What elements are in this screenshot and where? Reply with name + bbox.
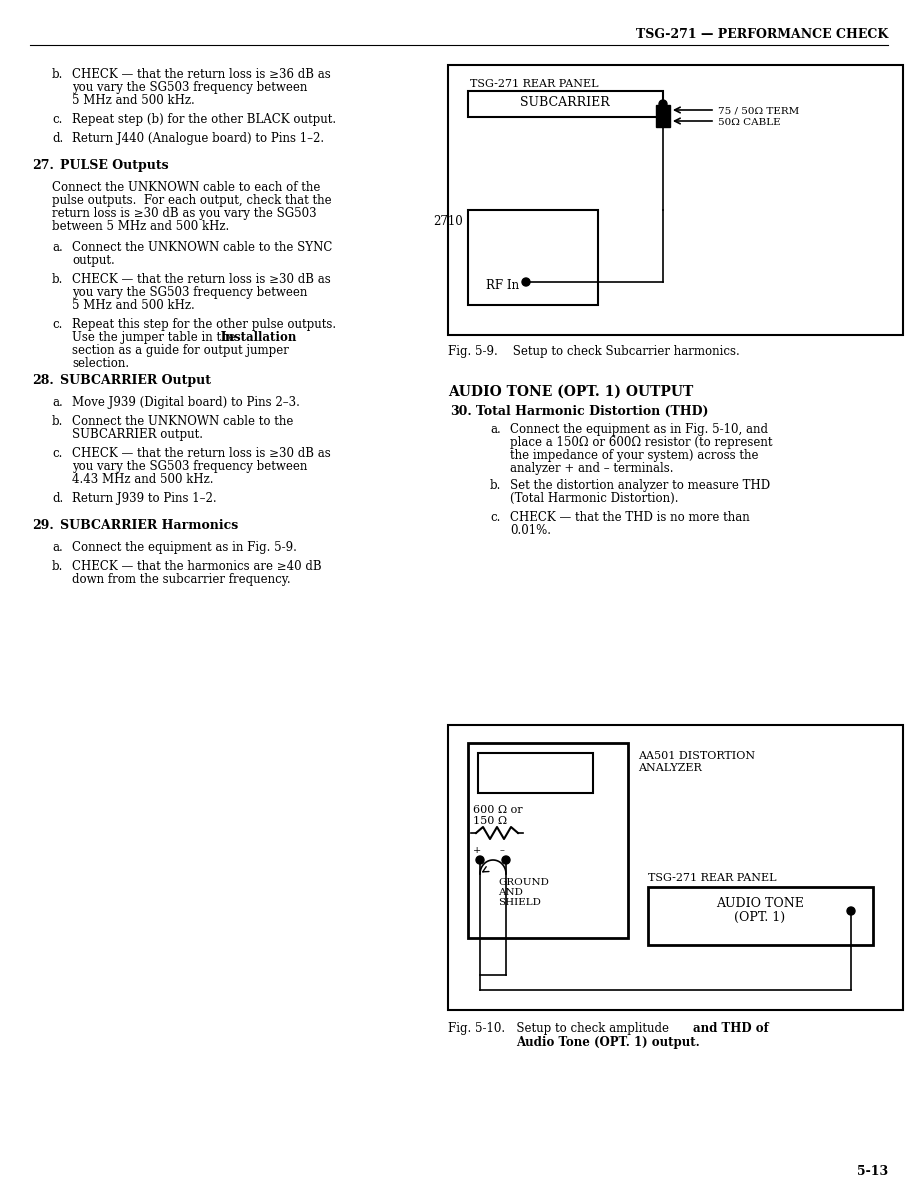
- Circle shape: [847, 906, 855, 915]
- Text: c.: c.: [490, 511, 500, 524]
- Text: AND: AND: [498, 887, 523, 897]
- Text: return loss is ≥30 dB as you vary the SG503: return loss is ≥30 dB as you vary the SG…: [52, 207, 317, 220]
- Text: Connect the equipment as in Fig. 5-10, and: Connect the equipment as in Fig. 5-10, a…: [510, 423, 768, 436]
- Text: the impedance of your system) across the: the impedance of your system) across the: [510, 449, 758, 462]
- Text: Return J939 to Pins 1–2.: Return J939 to Pins 1–2.: [72, 492, 217, 505]
- Circle shape: [502, 857, 510, 864]
- Text: 0.01%.: 0.01%.: [510, 524, 551, 537]
- Text: CHECK — that the return loss is ≥30 dB as: CHECK — that the return loss is ≥30 dB a…: [72, 447, 330, 460]
- Circle shape: [659, 100, 667, 108]
- Text: place a 150Ω or 600Ω resistor (to represent: place a 150Ω or 600Ω resistor (to repres…: [510, 436, 773, 449]
- Text: b.: b.: [490, 479, 501, 492]
- Bar: [468, 91, 663, 116]
- Text: 5 MHz and 500 kHz.: 5 MHz and 500 kHz.: [72, 94, 195, 107]
- Text: Audio Tone (OPT. 1) output.: Audio Tone (OPT. 1) output.: [516, 1036, 700, 1049]
- Text: SUBCARRIER: SUBCARRIER: [521, 96, 610, 109]
- Text: TSG-271 — PERFORMANCE CHECK: TSG-271 — PERFORMANCE CHECK: [636, 29, 888, 42]
- Text: between 5 MHz and 500 kHz.: between 5 MHz and 500 kHz.: [52, 220, 230, 233]
- Text: Return J440 (Analogue board) to Pins 1–2.: Return J440 (Analogue board) to Pins 1–2…: [72, 132, 324, 145]
- Text: PULSE Outputs: PULSE Outputs: [60, 159, 169, 172]
- Bar: [648, 887, 873, 944]
- Text: 30.: 30.: [450, 405, 472, 418]
- Text: CHECK — that the return loss is ≥36 dB as: CHECK — that the return loss is ≥36 dB a…: [72, 68, 330, 81]
- Text: a.: a.: [52, 541, 62, 554]
- Text: (OPT. 1): (OPT. 1): [734, 911, 786, 924]
- Bar: [448, 725, 903, 1010]
- Text: down from the subcarrier frequency.: down from the subcarrier frequency.: [72, 573, 291, 586]
- Text: section as a guide for output jumper: section as a guide for output jumper: [72, 345, 289, 358]
- Text: selection.: selection.: [72, 358, 129, 369]
- Text: Connect the UNKNOWN cable to the SYNC: Connect the UNKNOWN cable to the SYNC: [72, 241, 332, 254]
- Text: b.: b.: [52, 415, 63, 428]
- Text: a.: a.: [52, 241, 62, 254]
- Text: CHECK — that the harmonics are ≥40 dB: CHECK — that the harmonics are ≥40 dB: [72, 560, 321, 573]
- Text: (Total Harmonic Distortion).: (Total Harmonic Distortion).: [510, 492, 678, 505]
- Text: a.: a.: [52, 396, 62, 409]
- Text: CHECK — that the return loss is ≥30 dB as: CHECK — that the return loss is ≥30 dB a…: [72, 273, 330, 286]
- Text: 27.: 27.: [32, 159, 54, 172]
- Text: –: –: [500, 846, 505, 855]
- Text: Fig. 5-9.    Setup to check Subcarrier harmonics.: Fig. 5-9. Setup to check Subcarrier harm…: [448, 345, 740, 358]
- Text: 150 Ω: 150 Ω: [473, 816, 507, 826]
- Text: SUBCARRIER Output: SUBCARRIER Output: [60, 374, 211, 387]
- Circle shape: [476, 857, 484, 864]
- Text: Move J939 (Digital board) to Pins 2–3.: Move J939 (Digital board) to Pins 2–3.: [72, 396, 300, 409]
- Text: you vary the SG503 frequency between: you vary the SG503 frequency between: [72, 81, 308, 94]
- Text: c.: c.: [52, 113, 62, 126]
- Text: pulse outputs.  For each output, check that the: pulse outputs. For each output, check th…: [52, 194, 331, 207]
- Bar: [478, 753, 593, 794]
- Text: analyzer + and – terminals.: analyzer + and – terminals.: [510, 462, 674, 475]
- Text: 5 MHz and 500 kHz.: 5 MHz and 500 kHz.: [72, 299, 195, 312]
- Text: Connect the equipment as in Fig. 5-9.: Connect the equipment as in Fig. 5-9.: [72, 541, 297, 554]
- Text: output.: output.: [72, 254, 115, 267]
- Text: 50Ω CABLE: 50Ω CABLE: [718, 118, 780, 127]
- Text: you vary the SG503 frequency between: you vary the SG503 frequency between: [72, 460, 308, 473]
- Text: Set the distortion analyzer to measure THD: Set the distortion analyzer to measure T…: [510, 479, 770, 492]
- Text: RF In: RF In: [486, 279, 519, 292]
- Text: +: +: [473, 846, 481, 855]
- Bar: [468, 742, 628, 939]
- Bar: [448, 65, 903, 335]
- Text: SHIELD: SHIELD: [498, 898, 541, 906]
- Text: c.: c.: [52, 318, 62, 331]
- Text: SUBCARRIER output.: SUBCARRIER output.: [72, 428, 203, 441]
- Text: AA501 DISTORTION: AA501 DISTORTION: [638, 751, 756, 762]
- Bar: [468, 210, 598, 305]
- Text: 28.: 28.: [32, 374, 54, 387]
- Text: Connect the UNKNOWN cable to the: Connect the UNKNOWN cable to the: [72, 415, 294, 428]
- Text: AUDIO TONE (OPT. 1) OUTPUT: AUDIO TONE (OPT. 1) OUTPUT: [448, 385, 693, 399]
- Text: d.: d.: [52, 492, 63, 505]
- Circle shape: [522, 278, 530, 286]
- Text: Installation: Installation: [220, 331, 297, 345]
- Text: TSG-271 REAR PANEL: TSG-271 REAR PANEL: [648, 873, 777, 883]
- Text: b.: b.: [52, 68, 63, 81]
- Text: 2710: 2710: [433, 215, 463, 228]
- Text: TSG-271 REAR PANEL: TSG-271 REAR PANEL: [470, 78, 599, 89]
- Text: Connect the UNKNOWN cable to each of the: Connect the UNKNOWN cable to each of the: [52, 181, 320, 194]
- Text: b.: b.: [52, 560, 63, 573]
- Text: you vary the SG503 frequency between: you vary the SG503 frequency between: [72, 286, 308, 299]
- Text: 29.: 29.: [32, 519, 54, 532]
- Text: 600 Ω or: 600 Ω or: [473, 805, 522, 815]
- Text: Total Harmonic Distortion (THD): Total Harmonic Distortion (THD): [476, 405, 709, 418]
- Text: Fig. 5-10.   Setup to check amplitude: Fig. 5-10. Setup to check amplitude: [448, 1022, 673, 1035]
- Text: Repeat this step for the other pulse outputs.: Repeat this step for the other pulse out…: [72, 318, 336, 331]
- Text: a.: a.: [490, 423, 500, 436]
- Bar: [656, 105, 670, 127]
- Text: Repeat step (b) for the other BLACK output.: Repeat step (b) for the other BLACK outp…: [72, 113, 336, 126]
- Text: GROUND: GROUND: [498, 878, 549, 887]
- Text: d.: d.: [52, 132, 63, 145]
- Text: CHECK — that the THD is no more than: CHECK — that the THD is no more than: [510, 511, 750, 524]
- Text: b.: b.: [52, 273, 63, 286]
- Text: AUDIO TONE: AUDIO TONE: [716, 897, 804, 910]
- Text: and THD of: and THD of: [693, 1022, 768, 1035]
- Text: SUBCARRIER Harmonics: SUBCARRIER Harmonics: [60, 519, 239, 532]
- Text: ANALYZER: ANALYZER: [638, 763, 701, 773]
- Text: 75 / 50Ω TERM: 75 / 50Ω TERM: [718, 107, 800, 116]
- Text: 4.43 MHz and 500 kHz.: 4.43 MHz and 500 kHz.: [72, 473, 214, 486]
- Text: 5-13: 5-13: [856, 1165, 888, 1178]
- Text: c.: c.: [52, 447, 62, 460]
- Text: Use the jumper table in the: Use the jumper table in the: [72, 331, 240, 345]
